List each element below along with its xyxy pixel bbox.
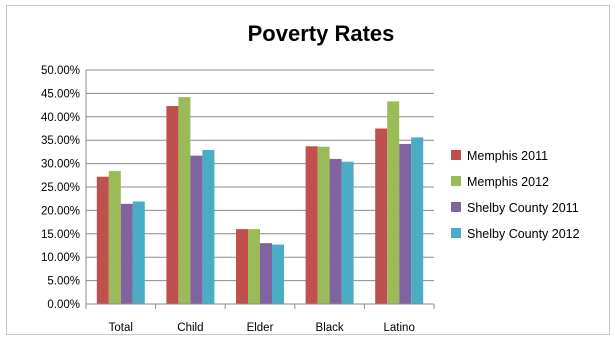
y-tick-label: 40.00% bbox=[41, 112, 80, 124]
y-tick-label: 45.00% bbox=[41, 88, 80, 100]
bar-memphis-2011-latino bbox=[375, 128, 388, 304]
bar-memphis-2012-elder bbox=[248, 229, 260, 304]
x-tick-label: Child bbox=[177, 322, 203, 334]
y-tick-label: 15.00% bbox=[41, 229, 80, 241]
y-tick-label: 20.00% bbox=[41, 205, 80, 217]
legend-item: Shelby County 2011 bbox=[451, 201, 579, 215]
poverty-rates-chart: Poverty Rates 0.00% 5.00% 10.00% 15.00% 20.0… bbox=[41, 21, 580, 334]
legend-item: Memphis 2011 bbox=[451, 149, 548, 163]
legend-label: Shelby County 2011 bbox=[467, 201, 579, 215]
bar-shelby-county-2011-child bbox=[190, 155, 203, 304]
legend-label: Memphis 2011 bbox=[467, 149, 548, 163]
legend-swatch bbox=[451, 202, 461, 212]
legend-swatch bbox=[451, 228, 461, 238]
chart-frame: Poverty Rates 0.00% 5.00% 10.00% 15.00% 20.0… bbox=[6, 5, 610, 335]
x-tick-label: Latino bbox=[384, 322, 415, 334]
bar-memphis-2012-black bbox=[317, 146, 330, 304]
x-tick-label: Black bbox=[316, 322, 344, 334]
chart-title: Poverty Rates bbox=[248, 21, 395, 46]
bar-memphis-2011-black bbox=[305, 146, 318, 304]
y-tick-label: 35.00% bbox=[41, 135, 80, 147]
legend-item: Memphis 2012 bbox=[451, 175, 549, 189]
bar-shelby-county-2011-elder bbox=[260, 243, 272, 304]
bar-shelby-county-2011-total bbox=[120, 203, 133, 304]
legend-swatch bbox=[451, 176, 461, 186]
y-tick-label: 25.00% bbox=[41, 182, 80, 194]
bar-shelby-county-2012-latino bbox=[411, 137, 424, 304]
y-tick-label: 5.00% bbox=[47, 276, 80, 288]
y-tick-label: 10.00% bbox=[41, 252, 80, 264]
bar-shelby-county-2012-total bbox=[132, 201, 145, 304]
bar-memphis-2011-elder bbox=[236, 229, 248, 304]
bars bbox=[96, 97, 424, 304]
y-tick-label: 50.00% bbox=[41, 65, 80, 77]
legend-label: Shelby County 2012 bbox=[467, 227, 580, 241]
x-tick-label: Elder bbox=[247, 322, 274, 334]
legend: Memphis 2011 Memphis 2012 Shelby County 20… bbox=[451, 149, 580, 241]
bar-memphis-2012-latino bbox=[387, 101, 400, 304]
y-tick-label: 0.00% bbox=[47, 299, 80, 311]
x-tick-label: Total bbox=[109, 322, 133, 334]
bar-shelby-county-2011-latino bbox=[399, 143, 412, 304]
bar-memphis-2011-child bbox=[166, 106, 179, 304]
y-tick-label: 30.00% bbox=[41, 159, 80, 171]
bar-memphis-2012-total bbox=[108, 171, 121, 304]
bar-shelby-county-2012-child bbox=[202, 150, 215, 304]
legend-label: Memphis 2012 bbox=[467, 175, 549, 189]
bar-memphis-2012-child bbox=[178, 97, 191, 304]
legend-item: Shelby County 2012 bbox=[451, 227, 580, 241]
bar-shelby-county-2012-elder bbox=[272, 244, 284, 304]
bar-memphis-2011-total bbox=[96, 176, 109, 304]
axes: 0.00% 5.00% 10.00% 15.00% 20.00% 25.00% 30.00%… bbox=[41, 65, 435, 334]
legend-swatch bbox=[451, 150, 461, 160]
bar-shelby-county-2012-black bbox=[341, 161, 354, 304]
bar-shelby-county-2011-black bbox=[329, 158, 342, 304]
